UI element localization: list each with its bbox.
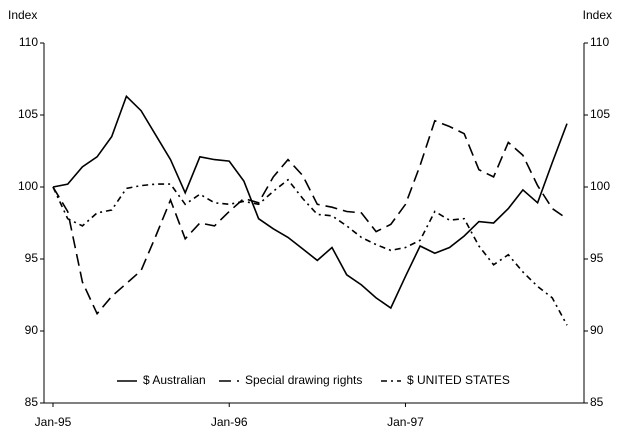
- y-tick-label: 85: [25, 395, 39, 409]
- y-tick-label: 105: [18, 107, 38, 121]
- y2-tick-label: 110: [590, 35, 609, 49]
- line-series: [52, 119, 568, 316]
- y-tick-label: 90: [25, 323, 39, 337]
- y-tick-label: 100: [18, 179, 38, 193]
- line-series: [52, 94, 568, 310]
- y2-tick-label: 100: [590, 179, 610, 193]
- x-tick-label: Jan-95: [35, 415, 72, 429]
- y2-axis-label: Index: [583, 8, 612, 22]
- x-tick-label: Jan-96: [211, 415, 248, 429]
- legend-label: $ Australian: [143, 373, 206, 387]
- y-axis-label: Index: [8, 8, 37, 22]
- y2-tick-label: 105: [590, 107, 610, 121]
- y-tick-label: 110: [19, 35, 38, 49]
- legend-label: $ UNITED STATES: [407, 373, 510, 387]
- y2-tick-label: 90: [590, 323, 604, 337]
- y2-tick-label: 95: [590, 251, 604, 265]
- legend-label: Special drawing rights: [245, 373, 362, 387]
- line-series: [52, 178, 568, 326]
- y2-tick-label: 85: [590, 395, 604, 409]
- y-tick-label: 95: [25, 251, 39, 265]
- x-tick-label: Jan-97: [387, 415, 424, 429]
